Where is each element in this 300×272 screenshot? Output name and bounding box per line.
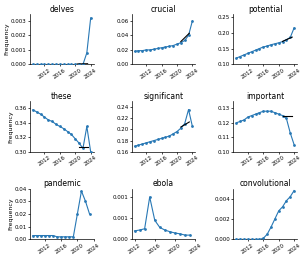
- Title: important: important: [246, 92, 284, 101]
- Title: these: these: [51, 92, 72, 101]
- Title: potential: potential: [248, 5, 283, 14]
- Title: delves: delves: [49, 5, 74, 14]
- Title: convolutional: convolutional: [239, 180, 291, 188]
- Y-axis label: Frequency: Frequency: [8, 110, 13, 143]
- Title: crucial: crucial: [151, 5, 176, 14]
- Title: pandemic: pandemic: [43, 180, 81, 188]
- Title: ebola: ebola: [153, 180, 174, 188]
- Y-axis label: Frequency: Frequency: [8, 198, 13, 230]
- Title: significant: significant: [143, 92, 184, 101]
- Y-axis label: Frequency: Frequency: [5, 23, 10, 55]
